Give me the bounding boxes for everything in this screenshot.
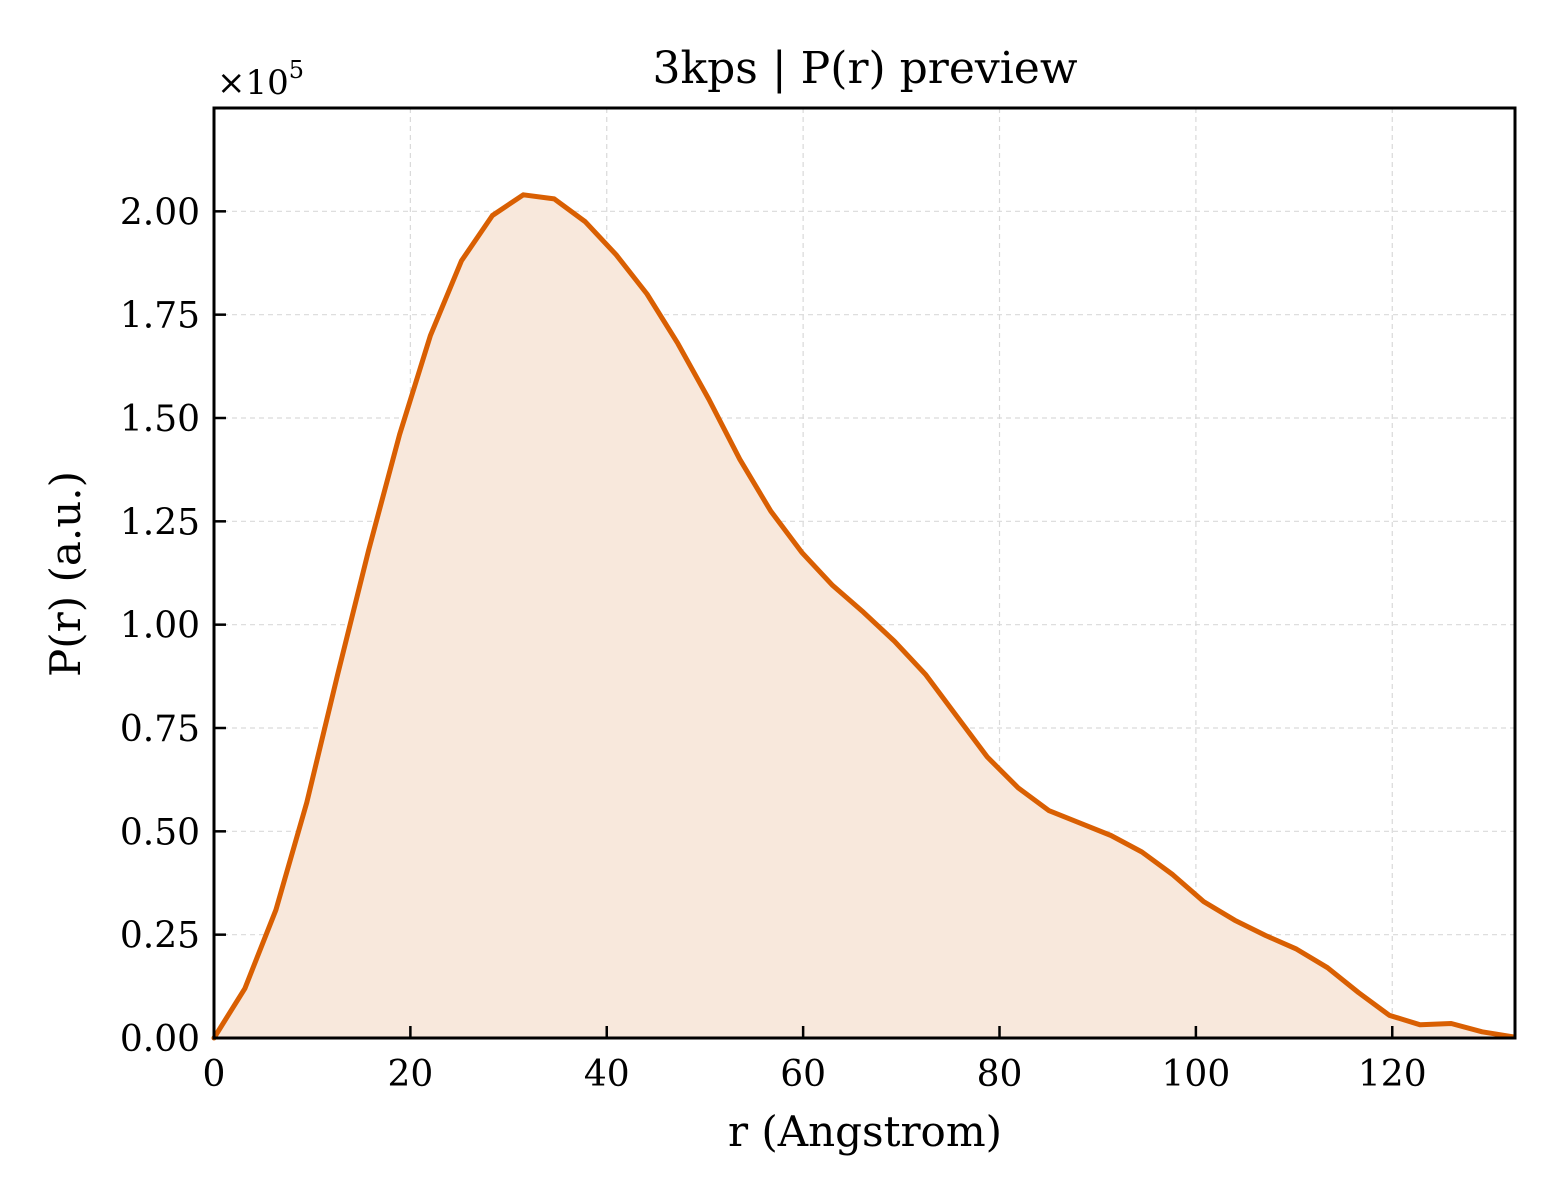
y-tick-label: 0.00	[120, 1019, 200, 1060]
pr-series-line	[211, 192, 1516, 1041]
x-tick-label: 100	[1162, 1054, 1231, 1095]
pr-area-fill	[214, 194, 1513, 1039]
plot-area	[211, 192, 1516, 1041]
y-multiplier: ×105	[217, 56, 304, 103]
svg-text:×105: ×105	[217, 56, 304, 103]
x-tick-label: 60	[780, 1054, 826, 1095]
x-tick-label: 120	[1358, 1054, 1427, 1095]
y-tick-label: 2.00	[120, 192, 200, 233]
y-tick-label: 0.75	[120, 709, 200, 750]
x-tick-label: 0	[203, 1054, 226, 1095]
y-multiplier-exponent: 5	[289, 56, 304, 84]
x-tick-label: 40	[584, 1054, 630, 1095]
x-tick-label: 20	[387, 1054, 433, 1095]
y-tick-label: 0.25	[120, 916, 200, 957]
y-axis-label: P(r) (a.u.)	[41, 471, 90, 677]
y-tick-label: 1.75	[120, 296, 200, 337]
y-multiplier-base: ×10	[217, 63, 289, 103]
axes-frame	[212, 106, 1517, 1040]
chart-title: 3kps | P(r) preview	[652, 43, 1077, 94]
y-tick-label: 1.25	[120, 502, 200, 543]
axis-ticks: 0 20 40 60 80 100 120 0.00 0.25 0.50 0.75 1.00 1.25 1…	[120, 192, 1427, 1095]
x-axis-label: r (Angstrom)	[728, 1107, 1002, 1156]
y-tick-label: 1.50	[120, 399, 200, 440]
y-tick-label: 1.00	[120, 606, 200, 647]
x-tick-label: 80	[977, 1054, 1023, 1095]
y-tick-label: 0.50	[120, 812, 200, 853]
